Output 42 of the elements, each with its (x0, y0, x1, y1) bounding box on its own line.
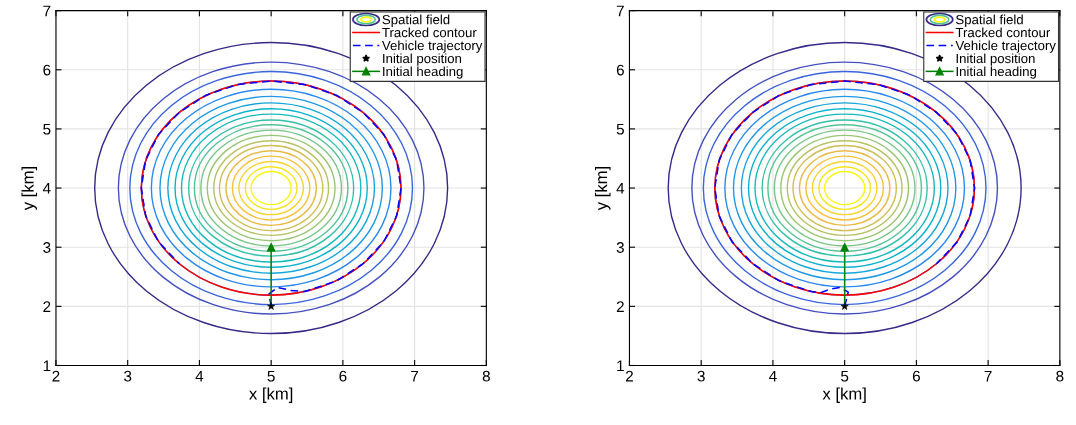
x-tick-label: 7 (984, 370, 992, 382)
x-tick-label: 4 (769, 370, 777, 382)
y-tick-label: 4 (42, 183, 51, 194)
x-tick-label: 3 (697, 370, 705, 382)
x-tick-label: 8 (482, 370, 490, 382)
x-tick-label: 4 (195, 370, 204, 382)
x-tick-label: 5 (841, 370, 849, 382)
y-tick-label: 1 (617, 360, 624, 372)
legend-label: Vehicle trajectory (381, 40, 483, 53)
legend-label: Spatial field (382, 14, 450, 27)
legend-label: Spatial field (956, 14, 1023, 27)
y-tick-label: 5 (43, 123, 51, 135)
legend-label: Initial heading (383, 66, 463, 79)
x-tick-label: 2 (52, 370, 60, 382)
y-axis-title: y [km] (21, 167, 38, 211)
legend-label: Initial position (383, 53, 462, 66)
y-tick-label: 3 (616, 242, 624, 253)
legend-label: Initial position (956, 53, 1035, 66)
x-tick-label: 6 (339, 370, 347, 382)
x-axis-title: x [km] (822, 387, 866, 403)
y-tick-label: 7 (43, 5, 51, 17)
legend-label: Vehicle trajectory (955, 40, 1056, 53)
y-tick-label: 5 (616, 123, 624, 135)
x-tick-label: 6 (912, 370, 920, 382)
y-tick-label: 1 (43, 360, 51, 372)
legend-label: Tracked contour (382, 27, 477, 38)
x-tick-label: 5 (267, 370, 275, 382)
y-tick-label: 4 (616, 183, 625, 194)
legend-label: Tracked contour (955, 27, 1051, 38)
y-tick-label: 6 (43, 64, 51, 76)
x-tick-label: 2 (625, 370, 633, 382)
y-tick-label: 2 (616, 301, 624, 312)
y-tick-label: 3 (43, 242, 51, 253)
x-tick-label: 7 (411, 370, 419, 382)
x-tick-label: 8 (1056, 370, 1064, 382)
y-axis-title: y [km] (595, 167, 611, 211)
y-tick-label: 6 (616, 64, 624, 76)
legend-label: Initial heading (956, 66, 1037, 79)
y-tick-label: 2 (43, 301, 51, 312)
x-axis-title: x [km] (249, 387, 293, 403)
y-tick-label: 7 (616, 5, 624, 17)
x-tick-label: 3 (124, 370, 132, 382)
